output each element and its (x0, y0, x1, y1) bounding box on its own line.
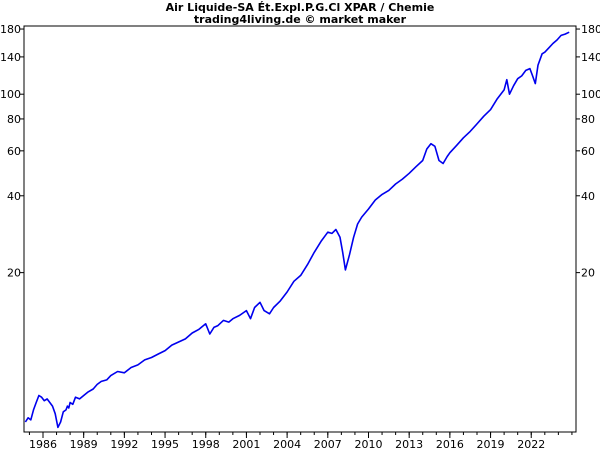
y-tick-label-left: 100 (0, 88, 21, 101)
price-line (24, 31, 570, 429)
plot-border (23, 25, 577, 433)
series-group (24, 31, 570, 429)
y-tick-label-left: 40 (7, 190, 21, 203)
y-tick-label-right: 60 (581, 145, 595, 158)
y-axis-right: 20 40 60 80 100 140 180 (576, 23, 600, 280)
x-tick-label: 2007 (314, 438, 342, 450)
y-tick-label-left: 60 (7, 145, 21, 158)
y-tick-label-right: 140 (581, 51, 600, 64)
y-tick-label-right: 40 (581, 190, 595, 203)
x-tick-label: 1995 (151, 438, 179, 450)
x-tick-label: 1998 (192, 438, 220, 450)
chart-title: Air Liquide-SA Ét.Expl.P.G.Cl XPAR / Che… (165, 1, 435, 14)
chart-subtitle: trading4living.de © market maker (193, 13, 407, 26)
y-tick-label-right: 100 (581, 88, 600, 101)
y-tick-label-left: 180 (0, 23, 21, 36)
y-tick-label-left: 20 (7, 267, 21, 280)
y-tick-label-right: 80 (581, 113, 595, 126)
y-tick-label-right: 180 (581, 23, 600, 36)
plot-frame (23, 25, 577, 433)
x-tick-label: 2022 (517, 438, 545, 450)
x-tick-label: 1992 (110, 438, 138, 450)
x-tick-label: 2013 (395, 438, 423, 450)
x-tick-label: 1989 (70, 438, 98, 450)
y-tick-label-right: 20 (581, 267, 595, 280)
x-tick-label: 2001 (232, 438, 260, 450)
x-tick-label: 2004 (273, 438, 301, 450)
x-axis: 1986 1989 1992 1995 1998 2001 2004 2007 2010 2013… (28, 432, 573, 450)
x-tick-label: 2010 (354, 438, 382, 450)
y-tick-label-left: 140 (0, 51, 21, 64)
x-tick-label: 2019 (477, 438, 505, 450)
x-tick-label: 2016 (436, 438, 464, 450)
y-tick-label-left: 80 (7, 113, 21, 126)
y-axis-left: 20 40 60 80 100 140 180 (0, 23, 24, 280)
x-tick-label: 1986 (29, 438, 57, 450)
